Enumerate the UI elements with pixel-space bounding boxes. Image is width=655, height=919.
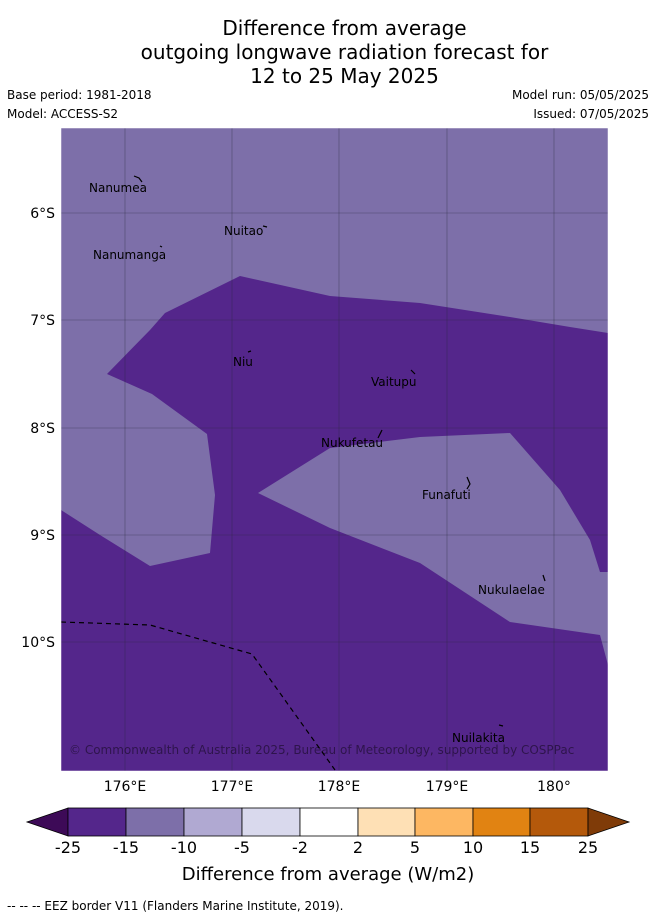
colorbar-tick: 10 [463, 838, 483, 857]
colorbar: -25 -15 -10 -5 -2 2 5 10 15 25 Differenc… [25, 807, 631, 885]
colorbar-tick: -5 [234, 838, 250, 857]
copyright-notice: © Commonwealth of Australia 2025, Bureau… [69, 743, 574, 757]
map-frame [60, 127, 609, 772]
lat-tick-9s: 9°S [30, 528, 55, 544]
colorbar-segment-7 [414, 807, 474, 837]
colorbar-tick: 5 [410, 838, 420, 857]
lon-tick-179e: 179°E [426, 779, 469, 795]
colorbar-tick: 15 [520, 838, 540, 857]
lat-tick-10s: 10°S [21, 635, 55, 651]
model-name: Model: ACCESS-S2 [7, 107, 119, 121]
island-label-vaitupu: Vaitupu [371, 375, 417, 389]
issued-date: Issued: 07/05/2025 [533, 107, 649, 121]
title-line-3: 12 to 25 May 2025 [250, 64, 439, 88]
colorbar-segment-5 [299, 807, 359, 837]
colorbar-tick: 2 [353, 838, 363, 857]
island-label-nanumanga: Nanumanga [93, 248, 166, 262]
lat-tick-7s: 7°S [30, 313, 55, 329]
colorbar-title: Difference from average (W/m2) [182, 864, 474, 885]
colorbar-tick: -10 [171, 838, 197, 857]
anomaly-region-dark-north [61, 276, 608, 771]
colorbar-tick: -25 [55, 838, 81, 857]
title-line-1: Difference from average [222, 16, 467, 40]
map-plot-area: Nanumea Nuitao Nanumanga Niu Vaitupu Nuk… [61, 128, 608, 771]
colorbar-segment-4 [241, 807, 301, 837]
colorbar-tick: 25 [578, 838, 598, 857]
lat-tick-6s: 6°S [30, 206, 55, 222]
island-label-niu: Niu [233, 355, 253, 369]
island-label-nanumea: Nanumea [89, 181, 147, 195]
graticule [61, 128, 608, 771]
island-label-nuitao: Nuitao [224, 224, 263, 238]
lon-tick-180: 180° [537, 779, 571, 795]
base-period: Base period: 1981-2018 [7, 88, 152, 102]
colorbar-segment-8 [472, 807, 531, 837]
title-line-2: outgoing longwave radiation forecast for [140, 40, 549, 64]
island-label-nukufetau: Nukufetau [321, 436, 383, 450]
lon-tick-176e: 176°E [104, 779, 147, 795]
colorbar-segment-9 [529, 807, 589, 837]
colorbar-tick: -15 [113, 838, 139, 857]
longitude-axis: 176°E 177°E 178°E 179°E 180° [104, 779, 571, 795]
island-label-nukulaelae: Nukulaelae [478, 583, 545, 597]
colorbar-segment-2 [125, 807, 185, 837]
lat-tick-8s: 8°S [30, 421, 55, 437]
colorbar-segment-3 [183, 807, 243, 837]
colorbar-segment-6 [357, 807, 416, 837]
model-run: Model run: 05/05/2025 [511, 88, 649, 102]
island-shapes [133, 175, 546, 727]
island-label-nuilakita: Nuilakita [452, 731, 505, 745]
lon-tick-178e: 178°E [318, 779, 361, 795]
lon-tick-177e: 177°E [211, 779, 254, 795]
colorbar-left-extension [25, 807, 69, 837]
island-label-funafuti: Funafuti [422, 488, 471, 502]
map-title: Difference from average outgoing longwav… [0, 16, 655, 88]
colorbar-segment-1 [67, 807, 127, 837]
colorbar-tick: -2 [292, 838, 308, 857]
eez-footnote: -- -- -- EEZ border V11 (Flanders Marine… [7, 899, 344, 913]
latitude-axis: 6°S 7°S 8°S 9°S 10°S [21, 206, 55, 651]
colorbar-right-extension [587, 807, 631, 837]
